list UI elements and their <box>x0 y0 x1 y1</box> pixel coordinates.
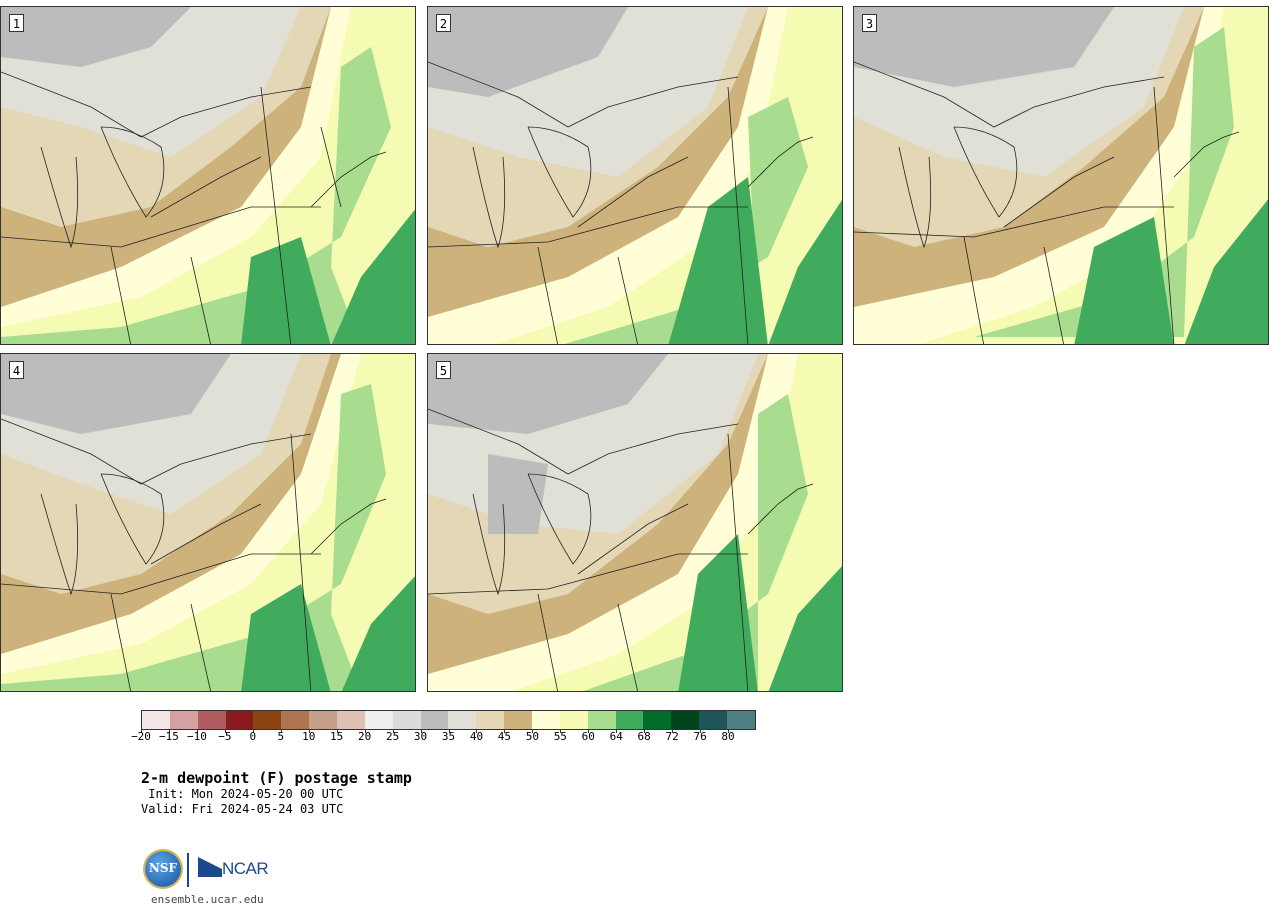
colorbar-tick-label: 55 <box>553 730 567 743</box>
colorbar-tick-mark <box>560 729 562 733</box>
colorbar-segment <box>142 711 170 729</box>
colorbar-tick-mark <box>336 729 338 733</box>
colorbar-tick-mark <box>448 729 450 733</box>
colorbar-segment <box>281 711 310 729</box>
colorbar-tick-label: −5 <box>218 730 232 743</box>
colorbar-tick-mark <box>644 729 646 733</box>
colorbar-tick-mark <box>672 729 674 733</box>
colorbar-segment <box>197 711 226 729</box>
colorbar-segment <box>476 711 505 729</box>
colorbar-segment <box>615 711 644 729</box>
colorbar-tick-label: 72 <box>665 730 679 743</box>
colorbar-tick-label: 64 <box>609 730 623 743</box>
colorbar-tick-label: 25 <box>385 730 400 743</box>
colorbar-tick-mark <box>476 729 478 733</box>
map-panel-4: 4 <box>0 353 416 692</box>
figure-title: 2-m dewpoint (F) postage stamp <box>141 769 412 787</box>
colorbar-ticks: −20 −15 −10 −5 0 5 10 15 20 25 30 35 40 45 50 55 60 64 68 7… <box>131 729 756 750</box>
colorbar-tick-mark <box>420 729 422 733</box>
valid-time: Valid: Fri 2024-05-24 03 UTC <box>141 802 344 816</box>
map-panel-1: 1 <box>0 6 416 345</box>
colorbar-tick-mark <box>532 729 534 733</box>
map-panel-5: 5 <box>427 353 843 692</box>
colorbar-tick-mark <box>364 729 366 733</box>
colorbar-tick-label: 10 <box>302 730 316 743</box>
panel-number: 2 <box>436 14 451 32</box>
colorbar-tick-mark <box>588 729 590 733</box>
colorbar-tick-mark <box>616 729 618 733</box>
colorbar-tick-mark <box>224 729 226 733</box>
ncar-logo-text: NCAR <box>222 859 269 878</box>
colorbar-tick-mark <box>252 729 254 733</box>
colorbar-tick-mark <box>308 729 310 733</box>
colorbar-segment <box>225 711 254 729</box>
logo-divider <box>187 853 189 887</box>
panel-number: 3 <box>862 14 877 32</box>
colorbar-tick-label: 20 <box>358 730 372 743</box>
colorbar-tick-label: −20 <box>131 730 151 743</box>
colorbar <box>141 710 756 730</box>
colorbar-tick-mark <box>280 729 282 733</box>
nsf-logo: NSF <box>145 851 181 887</box>
colorbar-tick-label: 60 <box>581 730 595 743</box>
colorbar-tick-mark <box>196 729 198 733</box>
colorbar-tick-mark <box>392 729 394 733</box>
colorbar-tick-mark <box>700 729 702 733</box>
colorbar-tick-label: 0 <box>249 730 257 743</box>
colorbar-segment <box>420 711 449 729</box>
colorbar-tick-label: 76 <box>693 730 707 743</box>
colorbar-tick-label: −15 <box>159 730 179 743</box>
map-panel-3: 3 <box>853 6 1269 345</box>
nsf-logo-text: NSF <box>148 861 178 875</box>
colorbar-tick-label: 80 <box>721 730 735 743</box>
colorbar-segment <box>559 711 588 729</box>
panel-number: 5 <box>436 361 451 379</box>
colorbar-segment <box>504 711 533 729</box>
colorbar-tick-mark <box>728 729 730 733</box>
dewpoint-map-4 <box>1 354 415 691</box>
colorbar-segment <box>671 711 700 729</box>
colorbar-segment <box>532 711 560 729</box>
colorbar-tick-label: 15 <box>330 730 344 743</box>
site-url: ensemble.ucar.edu <box>151 893 264 906</box>
colorbar-tick-label: 30 <box>413 730 428 743</box>
colorbar-tick-label: 68 <box>637 730 651 743</box>
colorbar-segment <box>587 711 616 729</box>
colorbar-tick-mark <box>168 729 170 733</box>
dewpoint-map-2 <box>428 7 842 344</box>
colorbar-segment <box>364 711 393 729</box>
colorbar-tick-mark <box>504 729 506 733</box>
dewpoint-map-5 <box>428 354 842 691</box>
colorbar-segment <box>392 711 421 729</box>
colorbar-tick-label: −10 <box>186 730 207 743</box>
colorbar-segment <box>169 711 198 729</box>
dewpoint-map-1 <box>1 7 415 344</box>
colorbar-segment <box>727 711 755 729</box>
ncar-mark-icon <box>198 857 222 877</box>
colorbar-tick-label: 35 <box>441 730 456 743</box>
colorbar-segment <box>699 711 728 729</box>
colorbar-tick-label: 5 <box>277 730 285 743</box>
colorbar-segment <box>309 711 338 729</box>
dewpoint-map-3 <box>854 7 1268 344</box>
colorbar-segment <box>337 711 365 729</box>
colorbar-segment <box>448 711 477 729</box>
colorbar-tick-label: 40 <box>469 730 484 743</box>
colorbar-segment <box>253 711 282 729</box>
panel-number: 1 <box>9 14 24 32</box>
panel-number: 4 <box>9 361 24 379</box>
map-panel-2: 2 <box>427 6 843 345</box>
colorbar-tick-mark <box>141 729 142 733</box>
colorbar-tick-label: 45 <box>497 730 512 743</box>
colorbar-tick-label: 50 <box>525 730 539 743</box>
colorbar-segment <box>643 711 672 729</box>
init-time: Init: Mon 2024-05-20 00 UTC <box>141 787 344 801</box>
